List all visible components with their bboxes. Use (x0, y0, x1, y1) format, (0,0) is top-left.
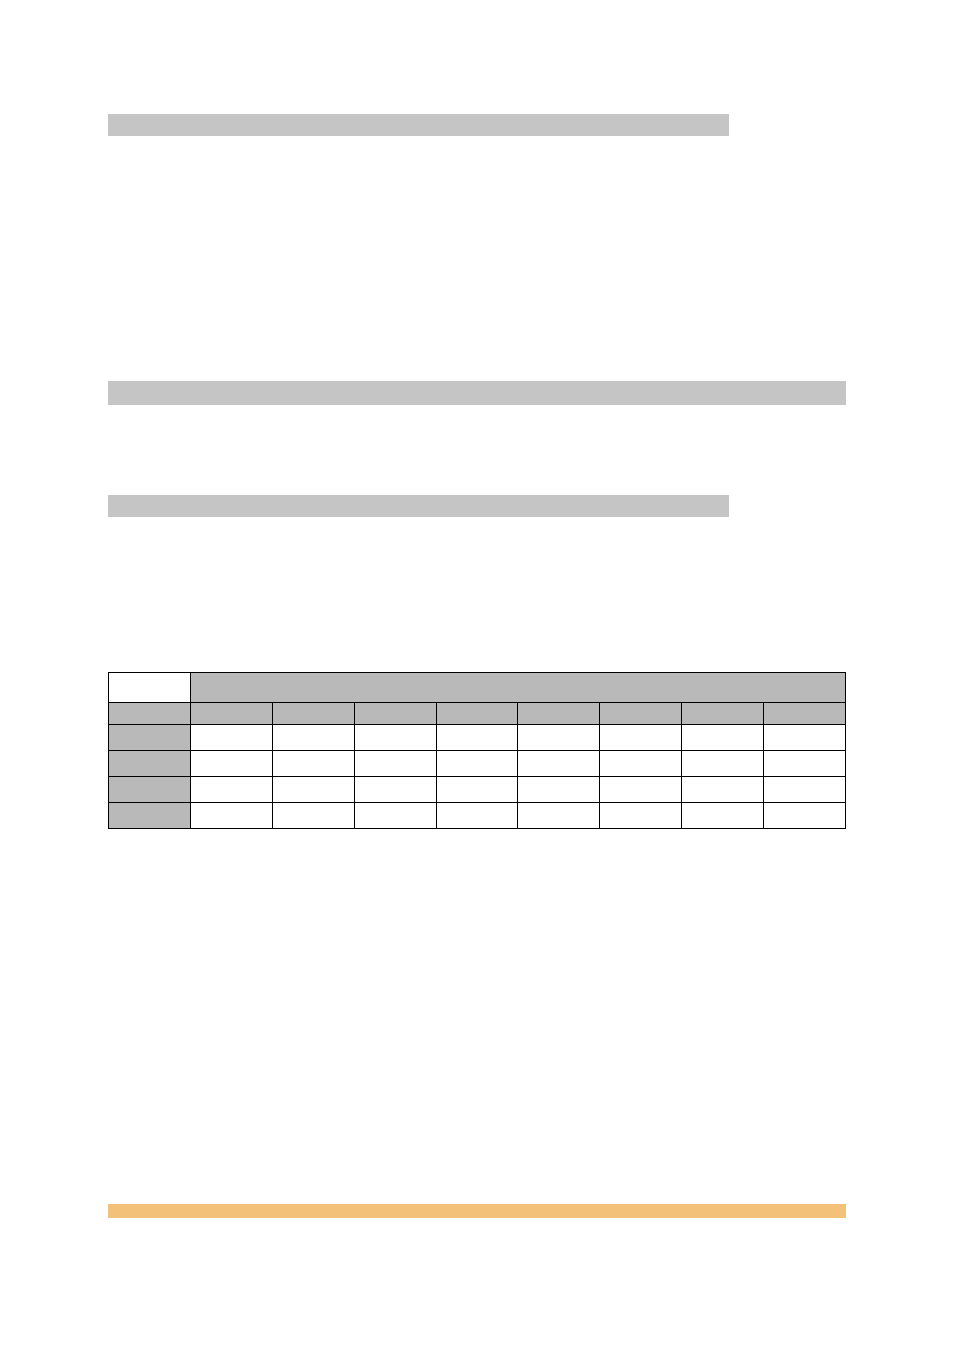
table-cell (272, 725, 354, 751)
table-row (109, 751, 846, 777)
footer-accent-bar (108, 1204, 846, 1218)
table-cell (272, 777, 354, 803)
table-cell (354, 725, 436, 751)
table-cell (682, 803, 764, 829)
table-cell (682, 777, 764, 803)
table-span-header (190, 673, 845, 703)
table-cell (764, 725, 846, 751)
table-col-header (600, 703, 682, 725)
table-cell (190, 725, 272, 751)
table-cell (600, 751, 682, 777)
table-col-header (682, 703, 764, 725)
table-cell (764, 751, 846, 777)
table-cell (436, 803, 518, 829)
table-header-row-1 (109, 673, 846, 703)
table-cell (190, 751, 272, 777)
heading-bar-2 (108, 381, 846, 405)
table-cell (600, 803, 682, 829)
table-col-header (272, 703, 354, 725)
table-cell (518, 777, 600, 803)
table-cell (436, 777, 518, 803)
heading-bar-1 (108, 114, 729, 136)
table-col-header (764, 703, 846, 725)
table-row-header (109, 751, 191, 777)
heading-bar-3 (108, 495, 729, 517)
table-row-header (109, 725, 191, 751)
table-cell (764, 803, 846, 829)
table-cell (272, 803, 354, 829)
table-col-header (436, 703, 518, 725)
table-cell (436, 751, 518, 777)
table-row (109, 803, 846, 829)
table-cell (764, 777, 846, 803)
table-cell (190, 777, 272, 803)
table-cell (190, 803, 272, 829)
table-row-header (109, 777, 191, 803)
table-cell (518, 725, 600, 751)
table-cell (600, 777, 682, 803)
table-col-header (354, 703, 436, 725)
table-cell (354, 777, 436, 803)
table-header-row-2 (109, 703, 846, 725)
table-cell (518, 803, 600, 829)
table-row (109, 777, 846, 803)
table-col-header (109, 703, 191, 725)
table-cell (518, 751, 600, 777)
table-cell (354, 751, 436, 777)
table-cell (436, 725, 518, 751)
table-cell (354, 803, 436, 829)
table-cell (682, 751, 764, 777)
table-row (109, 725, 846, 751)
table-col-header (190, 703, 272, 725)
table-corner-cell (109, 673, 191, 703)
table-cell (682, 725, 764, 751)
table-cell (272, 751, 354, 777)
table-cell (600, 725, 682, 751)
data-table (108, 672, 846, 829)
table-col-header (518, 703, 600, 725)
table-row-header (109, 803, 191, 829)
